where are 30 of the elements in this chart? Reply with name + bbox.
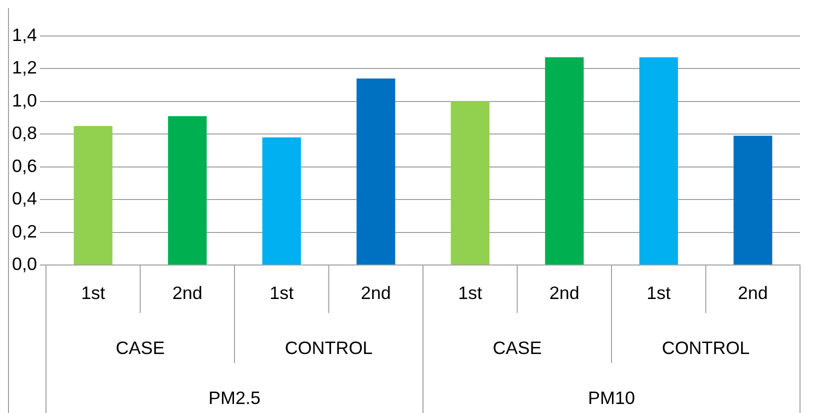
y-tick-label: 0,8 (12, 123, 37, 144)
text: CONTROL (284, 338, 373, 358)
x-tick-label: 1st (458, 282, 482, 303)
x-tick-label: 1st (81, 282, 106, 303)
x-tick-label: 2nd (360, 282, 391, 303)
bar (545, 57, 584, 264)
text: PM2.5 (208, 388, 260, 408)
text: CASE (492, 338, 542, 358)
y-tick-label: 0,4 (12, 188, 37, 209)
y-tick-label: 0,0 (12, 254, 37, 274)
y-tick-label: 0,2 (12, 221, 37, 242)
x-tick-label: 1st (270, 282, 294, 303)
bar (74, 126, 112, 264)
bar (639, 57, 678, 264)
text: CONTROL (662, 338, 750, 358)
y-tick-label: 1,4 (12, 24, 37, 45)
y-tick-label: 0,6 (12, 156, 37, 176)
bar (450, 101, 490, 264)
x-tick-label: 2nd (172, 282, 202, 303)
y-tick-label: 1,0 (12, 90, 37, 110)
x-tick-label: 2nd (738, 282, 768, 303)
x-tick-label: 1st (646, 282, 671, 303)
bar (734, 136, 772, 264)
bar (168, 116, 207, 264)
bar (262, 137, 301, 264)
text: CASE (116, 338, 165, 358)
bar (356, 78, 396, 264)
x-tick-label: 2nd (549, 282, 580, 303)
text: PM10 (588, 388, 635, 408)
y-tick-label: 1,2 (12, 58, 37, 78)
